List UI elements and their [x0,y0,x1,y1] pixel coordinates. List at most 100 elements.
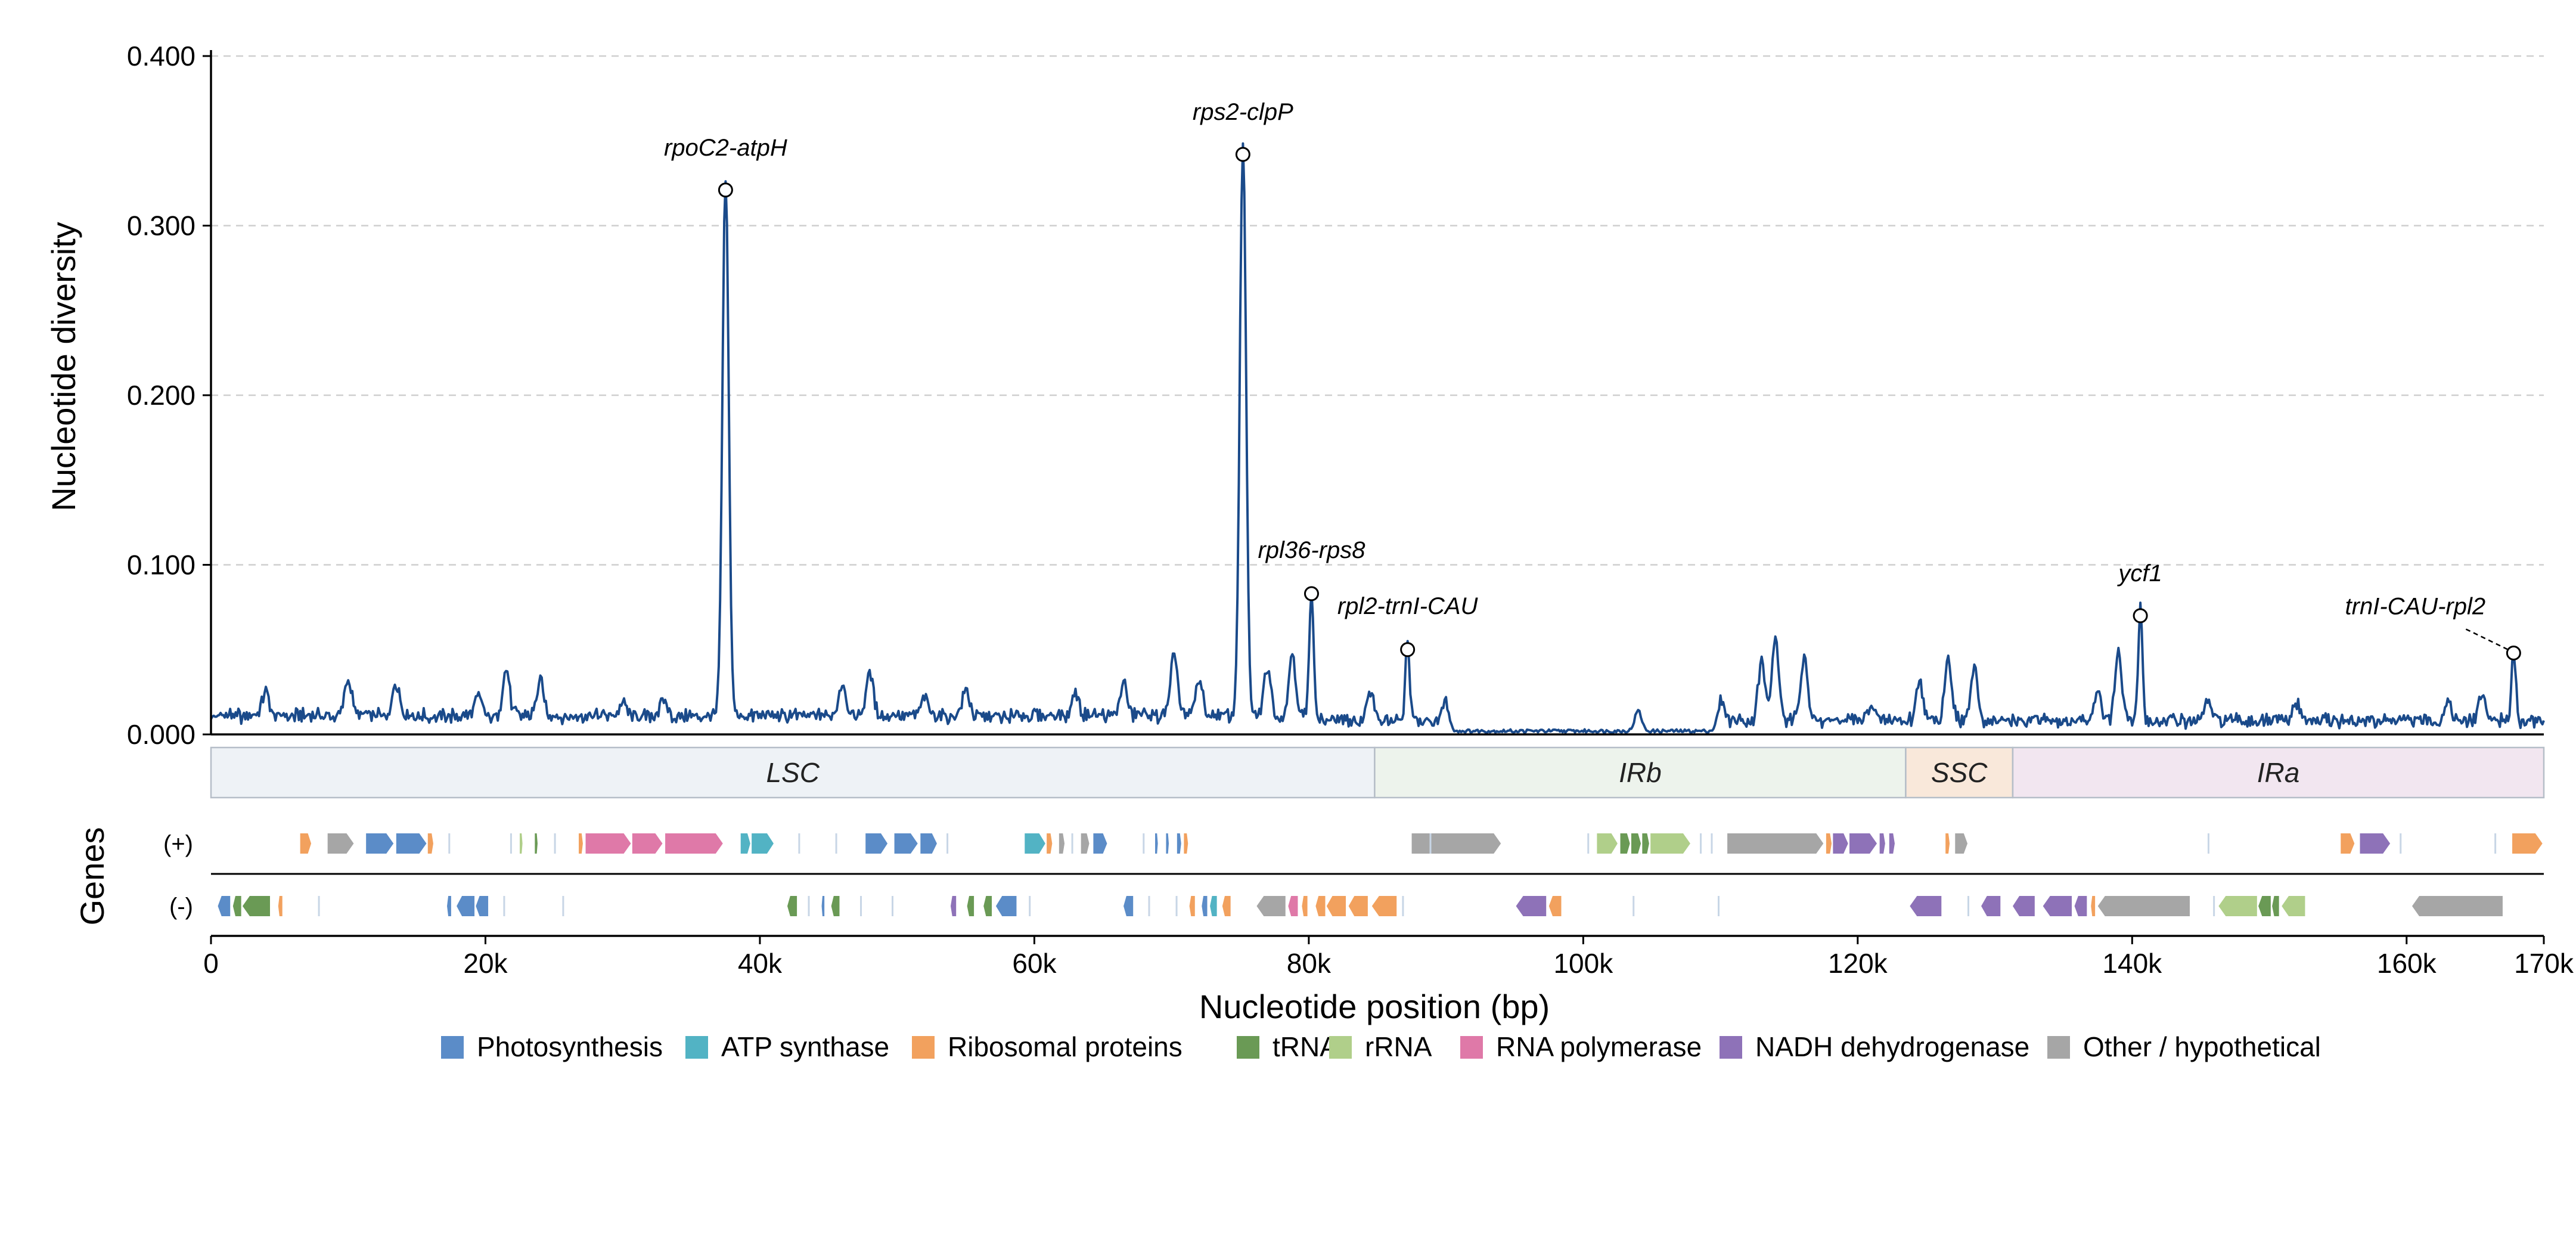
gene-block [1981,896,2001,916]
region-label: SSC [1931,757,1988,788]
gene-tick [1175,896,1178,916]
gene-block [740,833,750,854]
gene-block [665,833,723,854]
gene-block [2043,896,2072,916]
gene-tick [835,833,837,854]
gene-block [865,833,888,854]
peak-label: ycf1 [2116,560,2162,587]
x-tick-label: 0 [203,948,219,979]
gene-block [1326,896,1346,916]
gene-block [1081,833,1090,854]
peak-label: rpl36-rps8 [1258,537,1365,563]
gene-tick [808,896,810,916]
gene-tick [554,833,556,854]
gene-block [1202,896,1208,916]
gene-block [1631,833,1641,854]
peak-label: rps2-clpP [1193,99,1293,125]
gene-block [520,833,523,854]
legend-label: NADH dehydrogenase [1755,1031,2029,1062]
gene-block [1155,833,1158,854]
gene-block [831,896,840,916]
gene-tick [2213,896,2215,916]
gene-block [995,896,1017,916]
peak-label: rpl2-trnI-CAU [1337,593,1479,619]
peak-label: trnI-CAU-rpl2 [2345,593,2486,619]
x-tick-label: 160k [2377,948,2437,979]
gene-tick [1143,833,1145,854]
x-tick-label: 140k [2102,948,2162,979]
gene-tick [503,896,505,916]
legend-swatch [912,1036,935,1059]
x-tick-label: 20k [463,948,508,979]
strand-label-minus: (-) [169,894,193,920]
gene-block [1315,896,1326,916]
gene-block [1727,833,1824,854]
region-track: LSC IRb SSC IRa [210,746,2545,799]
strand-label-plus: (+) [163,831,193,857]
gene-tick [510,833,512,854]
gene-block [2097,896,2190,916]
legend-label: Other / hypothetical [2083,1031,2321,1062]
gene-block [1222,896,1231,916]
region-label: LSC [766,757,820,788]
x-axis-title: Nucleotide position (bp) [1199,988,1550,1025]
peak-marker [1400,642,1416,658]
gene-block [1620,833,1630,854]
y-tick-label: 0.300 [127,210,195,241]
gene-block [1189,896,1195,916]
legend: Photosynthesis ATP synthase Ribosomal prot… [441,1031,2321,1062]
peak-marker [718,182,733,198]
gene-tick [1402,896,1404,916]
gene-tick [798,833,800,854]
gene-tick [1711,833,1713,854]
y-tick-label: 0.200 [127,380,195,411]
gene-block [300,833,312,854]
gene-block [1288,896,1298,916]
gene-block [242,896,271,916]
gene-block [920,833,937,854]
legend-swatch [1720,1036,1742,1059]
gene-tick [891,896,893,916]
gene-block [327,833,354,854]
gene-block [2091,896,2096,916]
gene-block [1879,833,1885,854]
line-layer [210,142,2545,734]
legend-swatch [2047,1036,2070,1059]
gene-block [1059,833,1065,854]
gene-block [218,896,231,916]
legend-swatch [1237,1036,1259,1059]
gene-tick [562,896,564,916]
peak-marker [2506,645,2521,660]
region-ssc [1905,746,2014,799]
gene-block [950,896,957,916]
gene-block [366,833,394,854]
gene-block [1184,833,1188,854]
gene-block [2512,833,2543,854]
peak-leader-line [2465,628,2508,650]
gene-tick [860,896,862,916]
gene-block [787,896,797,916]
gene-block [2074,896,2087,916]
y-tick-label: 0.000 [127,719,195,750]
gene-block [1047,833,1053,854]
gene-tick [946,833,949,854]
gene-block [1210,896,1217,916]
gene-block [1833,833,1848,854]
gene-block [1548,896,1562,916]
gene-block [821,896,825,916]
gene-block [579,833,583,854]
legend-label: Ribosomal proteins [948,1031,1183,1062]
gene-block [1910,896,1942,916]
gene-block [2341,833,2355,854]
gene-block [2272,896,2279,916]
gene-block [1123,896,1134,916]
legend-label: RNA polymerase [1496,1031,1702,1062]
axes-layer: 0.000 0.100 0.200 0.300 0.400 [127,41,2544,750]
peak-layer: rpoC2-atpH rps2-clpP rpl36-rps8 rpl2-trnI-C… [664,99,2521,660]
gene-block [752,833,774,854]
legend-label: Photosynthesis [477,1031,663,1062]
gene-block [2411,896,2503,916]
gene-block [2218,896,2257,916]
